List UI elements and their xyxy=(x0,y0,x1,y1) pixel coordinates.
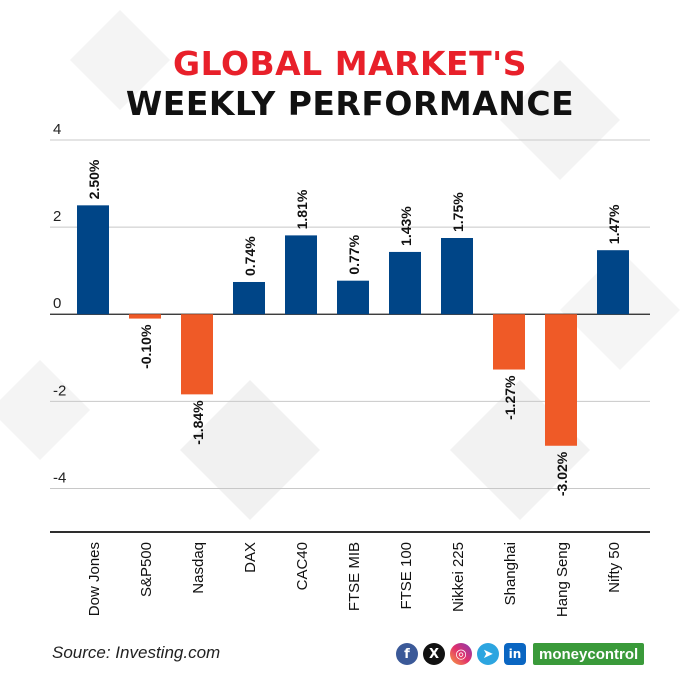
bar xyxy=(77,205,109,315)
telegram-icon[interactable]: ➤ xyxy=(477,643,499,665)
brand-logo[interactable]: moneycontrol xyxy=(533,643,645,665)
bar xyxy=(441,238,473,315)
bar xyxy=(129,314,161,319)
bar xyxy=(285,235,317,315)
y-tick-label: 4 xyxy=(53,121,61,138)
x-tick-label: Shanghai xyxy=(502,542,519,605)
x-tick-label: FTSE 100 xyxy=(398,542,415,610)
x-tick-label: Nifty 50 xyxy=(606,542,623,593)
x-tick-label: Dow Jones xyxy=(86,542,103,616)
social-bar: f X ◎ ➤ in moneycontrol xyxy=(396,642,645,666)
data-label: 1.47% xyxy=(606,204,622,244)
source-note: Source: Investing.com xyxy=(52,643,221,662)
x-tick-label: Nasdaq xyxy=(190,542,207,594)
x-tick-label: Hang Seng xyxy=(554,542,571,617)
y-tick-label: 0 xyxy=(53,295,61,312)
instagram-icon[interactable]: ◎ xyxy=(450,643,472,665)
y-tick-label: 2 xyxy=(53,208,61,225)
data-label: -3.02% xyxy=(554,451,570,496)
x-tick-label: CAC40 xyxy=(294,542,311,590)
bar xyxy=(493,314,525,370)
data-label: -0.10% xyxy=(138,324,154,369)
data-label: -1.84% xyxy=(190,400,206,445)
bar xyxy=(337,280,369,315)
x-tick-label: Nikkei 225 xyxy=(450,542,467,612)
bar xyxy=(233,281,265,315)
title-line-1: GLOBAL MARKET'S xyxy=(173,44,527,83)
x-tick-label: DAX xyxy=(242,542,259,573)
data-label: 1.81% xyxy=(294,189,310,229)
data-label: 0.74% xyxy=(242,236,258,276)
x-icon[interactable]: X xyxy=(423,643,445,665)
linkedin-icon[interactable]: in xyxy=(504,643,526,665)
data-label: 2.50% xyxy=(86,159,102,199)
bar xyxy=(389,251,421,315)
facebook-icon[interactable]: f xyxy=(396,643,418,665)
data-label: -1.27% xyxy=(502,375,518,420)
y-tick-label: -4 xyxy=(53,469,66,486)
data-label: 1.75% xyxy=(450,192,466,232)
bar xyxy=(545,314,577,446)
bar xyxy=(597,250,629,315)
x-tick-label: FTSE MIB xyxy=(346,542,363,611)
data-label: 1.43% xyxy=(398,206,414,246)
x-tick-label: S&P500 xyxy=(138,542,155,597)
title-line-2: WEEKLY PERFORMANCE xyxy=(125,84,575,123)
chart-title: GLOBAL MARKET'S WEEKLY PERFORMANCE xyxy=(0,44,700,124)
y-tick-label: -2 xyxy=(53,382,66,399)
bar xyxy=(181,314,213,395)
data-label: 0.77% xyxy=(346,234,362,274)
